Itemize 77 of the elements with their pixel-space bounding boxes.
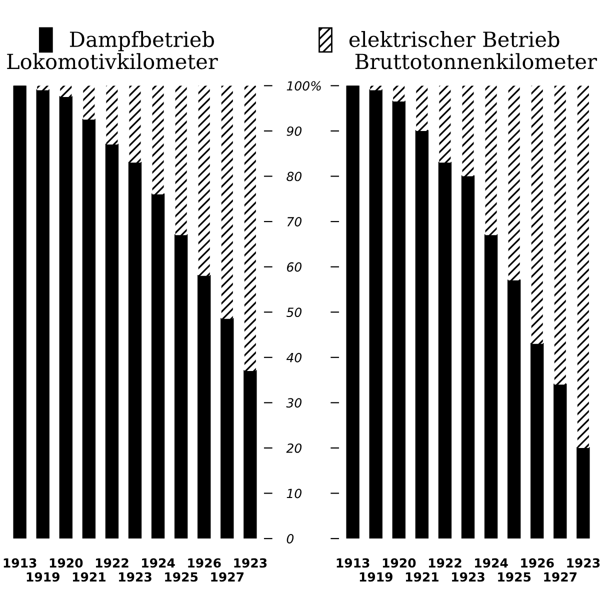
y-tick-label: 90 [286,126,302,136]
y-tick-label: 60 [287,262,302,272]
y-tick-label: 30 [286,398,302,408]
x-tick-label: 1924 [142,558,175,568]
bar [393,86,405,102]
x-tick-label: 1923 [234,558,267,568]
y-tick-label: 0 [286,534,294,544]
bar [416,86,428,131]
bar [438,162,452,539]
bar [129,86,141,163]
bar [439,86,451,163]
bar [531,86,543,344]
x-tick-label: 1924 [475,558,508,568]
bar [59,96,72,539]
bar [82,118,96,539]
x-tick-label: 1921 [406,572,438,582]
legend-label: elektrischer Betrieb [349,31,560,48]
bar [13,86,26,539]
y-tick-label: 20 [286,443,302,453]
bar [554,86,566,385]
x-tick-label: 1923 [452,572,484,582]
x-tick-label: 1922 [428,558,462,568]
x-tick-label: 1919 [26,572,60,582]
x-tick-label: 1913 [4,558,36,568]
bar [508,86,520,280]
y-tick-label: 80 [286,172,302,182]
bar [128,162,142,539]
bar [105,144,119,539]
y-tick-label: 40 [286,352,302,362]
bar [554,384,567,539]
x-tick-label: 1920 [50,558,83,568]
bar [576,447,590,539]
bar [244,86,256,371]
x-tick-label: 1921 [72,572,106,582]
chart-title: Lokomotivkilometer [7,53,218,70]
bar [461,175,475,539]
bar [60,86,72,97]
bar [485,86,497,236]
bar [174,234,188,539]
bar [221,86,233,319]
y-tick-label: 100% [286,81,321,91]
bar [220,318,234,539]
bar [530,342,544,539]
bar [152,86,164,194]
bar [369,89,382,539]
bar [415,130,429,539]
bar [198,275,211,539]
x-tick-label: 1923 [119,572,152,582]
x-tick-label: 1925 [498,572,531,582]
bar [175,86,187,236]
chart-title: Bruttotonnenkilometer [355,53,597,70]
bar [462,86,474,176]
bar [36,89,50,539]
bar [392,100,406,539]
y-tick-label: 50 [286,308,302,318]
y-tick-label: 70 [287,217,302,226]
bar [198,86,210,276]
bar [577,86,589,448]
bar [346,86,360,539]
bar [151,194,165,539]
bar [484,234,498,539]
y-tick-label: 10 [286,488,302,498]
bar [106,86,118,145]
x-tick-label: 1920 [382,558,416,568]
legend-label: Dampfbetrieb [70,31,214,52]
x-tick-label: 1925 [165,572,198,582]
x-tick-label: 1926 [188,558,221,568]
x-tick-label: 1913 [336,558,370,568]
x-tick-label: 1923 [567,558,600,568]
x-tick-label: 1926 [521,558,554,568]
bar [244,370,257,539]
x-tick-label: 1927 [544,572,577,582]
x-tick-label: 1927 [211,572,244,582]
x-tick-label: 1919 [360,572,392,582]
x-tick-label: 1922 [96,558,128,568]
bar [83,86,95,120]
bar [507,280,521,539]
